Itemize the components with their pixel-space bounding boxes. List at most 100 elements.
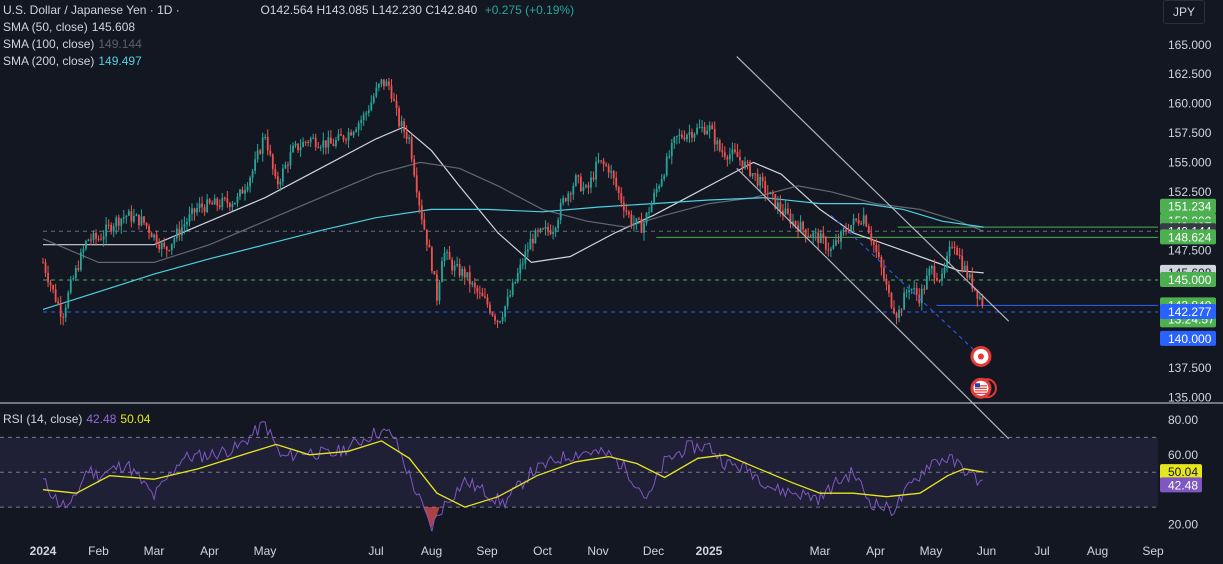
- candle-body: [850, 224, 852, 232]
- candle-body: [754, 173, 757, 175]
- candle-body: [590, 177, 592, 188]
- candle-body: [168, 250, 171, 252]
- candle-body: [87, 239, 90, 242]
- time-axis[interactable]: 2024 Feb Mar Apr May Jul Aug Sep Oct Nov Dec 2025 Ma…: [30, 544, 1164, 558]
- candle-body: [287, 164, 289, 166]
- candle-body: [852, 218, 855, 225]
- currency-button[interactable]: JPY: [1163, 0, 1205, 24]
- candle-body: [69, 279, 72, 293]
- candle-body: [143, 216, 145, 223]
- candle-body: [516, 273, 519, 282]
- candle-body: [557, 219, 560, 229]
- channel-line[interactable]: [736, 56, 1010, 322]
- candle-body: [794, 221, 797, 226]
- candle-body: [345, 139, 347, 141]
- candle-body: [415, 175, 418, 193]
- candle-body: [319, 147, 322, 149]
- sma50-legend[interactable]: SMA (50, close) 145.608: [3, 20, 135, 35]
- candle-body: [100, 239, 102, 241]
- price-tick-label: 147.500: [1168, 244, 1212, 258]
- projection-line[interactable]: [830, 214, 982, 357]
- trend-channel[interactable]: [736, 56, 1010, 440]
- price-tag[interactable]: [1160, 198, 1216, 214]
- candle-body: [817, 232, 820, 244]
- candle-body: [971, 274, 974, 289]
- candle-body: [627, 211, 630, 215]
- candle-body: [610, 171, 613, 173]
- candle-body: [398, 108, 400, 127]
- rsi-tick-label: 80.00: [1168, 413, 1198, 427]
- time-tick-label: Mar: [810, 544, 831, 558]
- candle-body: [317, 147, 320, 149]
- price-tag[interactable]: [1160, 272, 1216, 288]
- rsi-ma-tag[interactable]: [1160, 464, 1202, 480]
- candle-body: [951, 246, 953, 248]
- change-value: +0.275 (+0.19%): [484, 3, 575, 17]
- candle-body: [105, 224, 108, 237]
- price-tag[interactable]: [1160, 229, 1216, 245]
- candle-body: [597, 160, 600, 163]
- candle-body: [410, 137, 413, 160]
- candle-body: [542, 228, 544, 230]
- candle-body: [145, 222, 148, 227]
- close-value: C142.840: [425, 3, 478, 17]
- sma200-legend[interactable]: SMA (200, close) 149.497: [3, 54, 142, 69]
- rsi-legend[interactable]: RSI (14, close) 42.48 50.04: [3, 412, 150, 427]
- candle-body: [138, 214, 140, 226]
- candle-body: [776, 202, 779, 209]
- candle-body: [133, 215, 135, 222]
- candle-body: [335, 140, 337, 146]
- time-tick-label: Feb: [88, 544, 109, 558]
- candle-body: [420, 205, 423, 220]
- time-tick-label: Jun: [977, 544, 996, 558]
- candle-body: [355, 129, 358, 132]
- candle-body: [312, 137, 315, 139]
- candle-body: [188, 214, 191, 222]
- candle-body: [496, 320, 499, 323]
- candle-body: [943, 267, 946, 274]
- symbol-title[interactable]: U.S. Dollar / Japanese Yen · 1D ·: [3, 3, 180, 17]
- candle-body: [895, 313, 898, 318]
- candle-body: [213, 198, 216, 205]
- candle-body: [855, 218, 858, 221]
- candle-body: [789, 213, 792, 224]
- candle-body: [819, 233, 822, 244]
- price-tick-label: 165.000: [1168, 38, 1212, 52]
- candle-body: [976, 289, 979, 299]
- candle-body: [388, 81, 390, 86]
- candle-body: [307, 142, 310, 144]
- candle-body: [297, 143, 299, 151]
- candle-body: [524, 251, 527, 264]
- candle-body: [802, 221, 805, 230]
- price-tag[interactable]: [1160, 304, 1216, 320]
- candle-body: [890, 292, 893, 308]
- price-tag[interactable]: [1160, 330, 1216, 346]
- time-tick-label: 2025: [696, 544, 723, 558]
- candle-body: [840, 231, 842, 242]
- time-tick-label: May: [920, 544, 943, 558]
- candle-body: [430, 247, 433, 272]
- candle-body: [948, 246, 951, 257]
- candle-body: [484, 296, 486, 298]
- candle-body: [461, 268, 464, 276]
- candle-body: [390, 85, 393, 100]
- candle-body: [905, 291, 908, 293]
- channel-line[interactable]: [736, 167, 1010, 440]
- candle-body: [915, 288, 918, 295]
- price-tag-label: 142.277: [1168, 305, 1212, 319]
- candle-body: [673, 137, 676, 143]
- high-value: H143.085: [316, 3, 369, 17]
- rsi-value-tag[interactable]: [1160, 477, 1202, 493]
- candle-body: [279, 181, 282, 185]
- open-value: O142.564: [260, 3, 314, 17]
- candle-body: [526, 249, 529, 252]
- sma100-legend[interactable]: SMA (100, close) 149.144: [3, 37, 142, 52]
- time-tick-label: Jul: [368, 544, 383, 558]
- event-markers[interactable]: [970, 345, 997, 399]
- candle-body: [908, 290, 911, 292]
- candle-body: [744, 161, 746, 169]
- moving-averages: [42, 126, 984, 310]
- candle-body: [44, 262, 47, 273]
- candle-body: [261, 137, 264, 154]
